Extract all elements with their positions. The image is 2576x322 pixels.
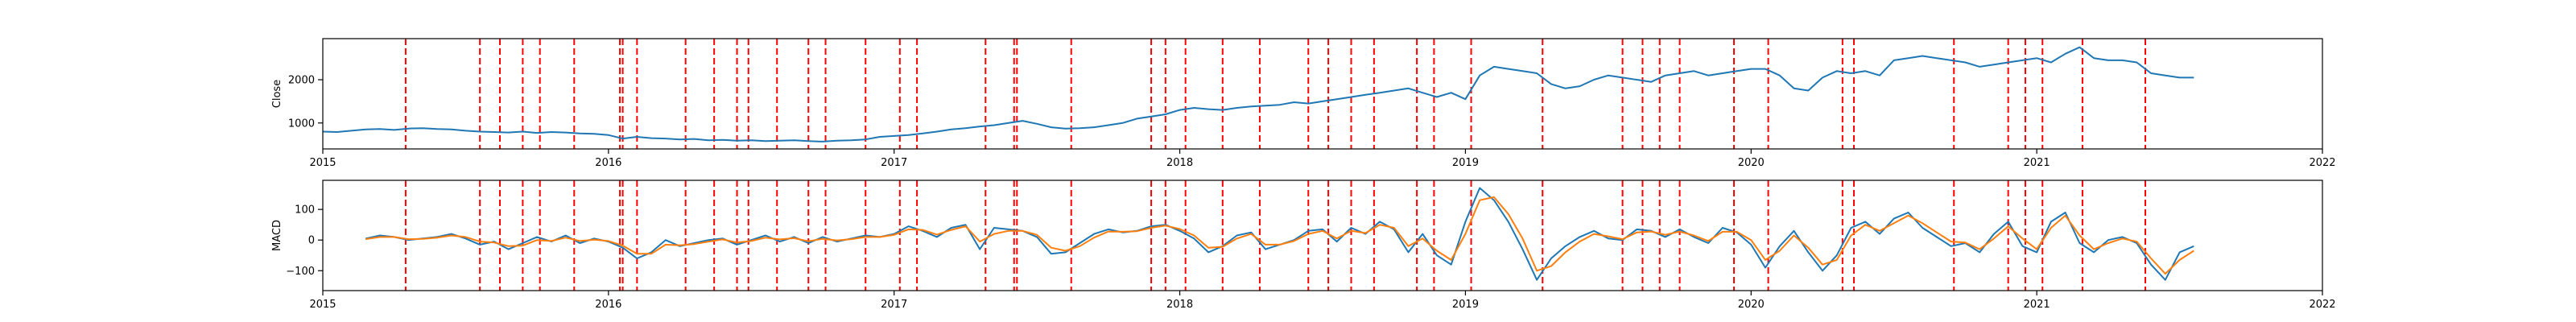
close-x-tick-label: 2018 [1166, 157, 1193, 169]
macd-y-tick-label: 0 [308, 235, 315, 247]
macd-plot-area [365, 180, 2194, 291]
close-plot-area [323, 39, 2194, 149]
close-x-tick-label: 2019 [1452, 157, 1479, 169]
macd-x-tick-label: 2015 [309, 299, 336, 311]
close-series-close-line [323, 46, 2194, 142]
macd-axes-frame [322, 180, 2323, 291]
macd-x-tick-label: 2019 [1452, 299, 1479, 311]
close-x-tick-label: 2016 [595, 157, 621, 169]
macd-chart-panel: 2015 2016 2017 2018 2019 2020 2021 2022 −100 0 100… [271, 180, 2336, 311]
macd-series-signal-line [365, 196, 2194, 275]
macd-y-tick-label: 100 [295, 204, 315, 217]
macd-x-tick-label: 2018 [1166, 299, 1193, 311]
macd-y-axis-label: MACD [271, 220, 283, 251]
close-y-axis-label: Close [271, 80, 283, 108]
macd-x-tick-label: 2022 [2309, 299, 2335, 311]
macd-x-tick-label: 2021 [2024, 299, 2050, 311]
macd-x-tick-label: 2017 [881, 299, 907, 311]
close-x-tick-label: 2015 [309, 157, 336, 169]
close-y-tick-label: 2000 [288, 75, 315, 87]
close-x-tick-label: 2021 [2024, 157, 2050, 169]
close-chart-panel: 2015 2016 2017 2018 2019 2020 2021 2022 1000 2000… [271, 38, 2336, 169]
macd-x-tick-label: 2020 [1738, 299, 1765, 311]
macd-x-tick-label: 2016 [595, 299, 621, 311]
close-y-tick-label: 1000 [288, 118, 315, 130]
close-x-tick-label: 2020 [1738, 157, 1765, 169]
macd-y-tick-label: −100 [286, 266, 315, 278]
close-x-tick-label: 2022 [2309, 157, 2335, 169]
close-axes-frame [322, 38, 2323, 150]
close-x-tick-label: 2017 [881, 157, 907, 169]
